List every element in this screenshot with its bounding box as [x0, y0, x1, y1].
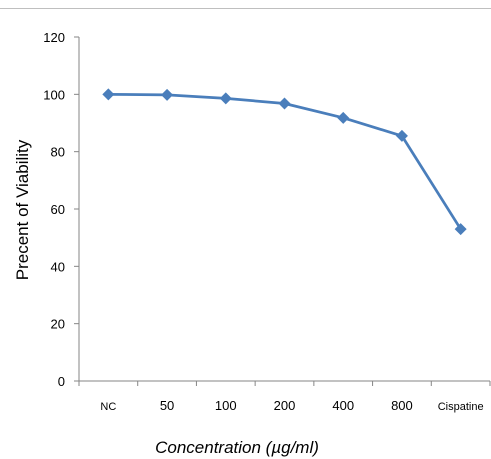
data-point-marker	[219, 92, 232, 105]
y-axis-label: Precent of Viability	[13, 139, 32, 280]
x-axis-ticks: NC 50 100 200 400 800 Cispatine	[78, 381, 491, 413]
x-category-label: 200	[274, 398, 296, 413]
data-point-marker	[161, 88, 174, 101]
data-point-marker	[278, 97, 291, 110]
y-tick-label: 120	[43, 30, 65, 45]
x-category-label: NC	[100, 401, 116, 413]
y-tick-label: 0	[58, 374, 65, 389]
series-line	[108, 92, 462, 230]
chart-frame-top-border	[0, 8, 491, 9]
data-point-marker	[395, 129, 408, 142]
y-tick-label: 100	[43, 87, 65, 102]
series-group	[102, 88, 467, 236]
x-category-label: Cispatine	[438, 401, 484, 413]
x-category-label: 50	[160, 398, 174, 413]
y-tick-label: 20	[51, 317, 65, 332]
data-point-marker	[454, 223, 467, 236]
x-category-label: 800	[391, 398, 413, 413]
x-category-label: 100	[215, 398, 237, 413]
x-category-label: 400	[332, 398, 354, 413]
y-tick-label: 60	[51, 202, 65, 217]
chart-axes	[78, 37, 490, 382]
x-axis-label: Concentration (µg/ml)	[155, 438, 319, 457]
data-point-marker	[337, 111, 350, 124]
y-tick-label: 80	[51, 145, 65, 160]
y-axis-ticks: 0 20 40 60 80 100 120	[43, 30, 79, 389]
y-tick-label: 40	[51, 259, 65, 274]
data-point-marker	[102, 88, 115, 101]
